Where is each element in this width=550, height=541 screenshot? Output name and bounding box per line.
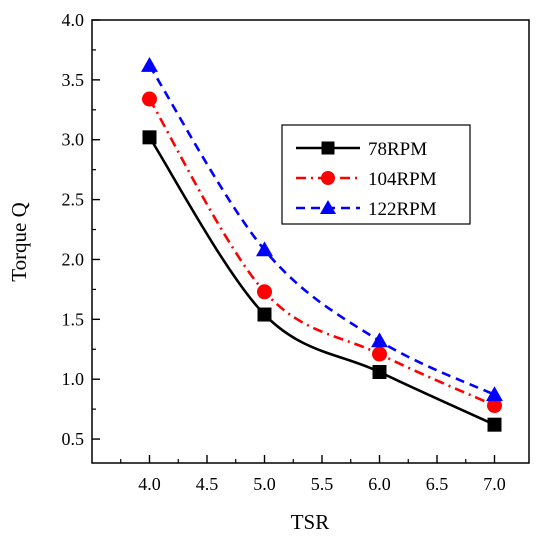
series-line xyxy=(148,64,496,396)
x-tick-label: 5.5 xyxy=(311,474,334,494)
data-point xyxy=(257,307,272,322)
y-tick-label: 4.0 xyxy=(62,10,85,30)
x-axis-title: TSR xyxy=(291,510,330,534)
y-tick-label: 1.5 xyxy=(62,309,85,329)
series-104RPM xyxy=(142,91,502,414)
data-point xyxy=(486,386,503,402)
series-122RPM xyxy=(141,56,503,402)
x-tick-label: 5.0 xyxy=(253,474,276,494)
plot-frame xyxy=(91,19,530,464)
legend-marker xyxy=(321,141,335,155)
y-tick-label: 0.5 xyxy=(62,429,85,449)
y-tick-label: 3.5 xyxy=(62,70,85,90)
data-point xyxy=(142,91,157,107)
series-line xyxy=(148,136,496,426)
legend-item: 78RPM xyxy=(296,139,427,160)
data-point xyxy=(487,398,502,414)
x-tick-label: 6.0 xyxy=(368,474,391,494)
data-point xyxy=(371,332,388,348)
data-point xyxy=(142,130,157,145)
legend-marker xyxy=(321,171,335,185)
legend-label: 122RPM xyxy=(368,199,437,220)
series-line xyxy=(148,98,496,407)
data-point xyxy=(256,241,273,257)
legend-label: 78RPM xyxy=(368,139,427,160)
x-tick-label: 4.0 xyxy=(138,474,161,494)
data-point xyxy=(257,284,272,300)
legend-marker xyxy=(320,200,336,214)
y-tick-label: 2.0 xyxy=(62,249,85,269)
y-tick-label: 1.0 xyxy=(62,369,85,389)
y-axis-title: Torque Q xyxy=(7,202,31,282)
y-tick-label: 2.5 xyxy=(62,190,85,210)
series-78RPM xyxy=(142,130,502,432)
y-tick-label: 3.0 xyxy=(62,130,85,150)
data-point xyxy=(372,365,387,380)
x-tick-label: 4.5 xyxy=(196,474,219,494)
legend: 78RPM 104RPM 122RPM xyxy=(281,124,471,225)
legend-label: 104RPM xyxy=(368,169,437,190)
legend-item: 122RPM xyxy=(296,199,437,220)
legend-item: 104RPM xyxy=(296,169,437,190)
data-point xyxy=(372,346,387,362)
x-tick-label: 7.0 xyxy=(483,474,506,494)
data-point xyxy=(487,417,502,432)
x-tick-label: 6.5 xyxy=(426,474,449,494)
data-point xyxy=(141,56,158,72)
